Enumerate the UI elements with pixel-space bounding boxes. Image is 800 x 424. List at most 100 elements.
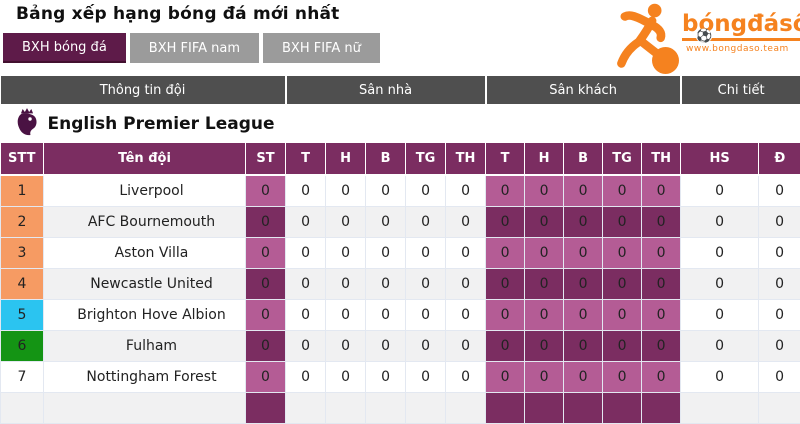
- column-header: Tên đội: [44, 143, 246, 175]
- away-stat-cell: 0: [603, 206, 642, 237]
- table-row: [1, 392, 800, 423]
- column-header: B: [564, 143, 603, 175]
- goal-diff-cell: 0: [681, 206, 759, 237]
- away-stat-cell: 0: [642, 268, 681, 299]
- home-stat-cell: 0: [406, 175, 446, 206]
- home-stat-cell: 0: [446, 175, 486, 206]
- matches-played-cell: 0: [246, 330, 286, 361]
- team-name-cell[interactable]: Nottingham Forest: [44, 361, 246, 392]
- away-stat-cell: 0: [486, 268, 525, 299]
- column-header: TH: [642, 143, 681, 175]
- away-stat-cell: 0: [603, 330, 642, 361]
- column-header: TG: [603, 143, 642, 175]
- away-stat-cell: 0: [525, 206, 564, 237]
- away-stat-cell: 0: [642, 237, 681, 268]
- away-stat-cell: [564, 392, 603, 423]
- home-stat-cell: 0: [446, 299, 486, 330]
- soccer-ball-shape: [652, 47, 679, 74]
- away-stat-cell: [486, 392, 525, 423]
- column-header: B: [366, 143, 406, 175]
- brand-website: www.bongdaso.team: [686, 44, 789, 54]
- home-stat-cell: 0: [286, 237, 326, 268]
- team-name-cell[interactable]: AFC Bournemouth: [44, 206, 246, 237]
- matches-played-cell: 0: [246, 268, 286, 299]
- team-name-cell[interactable]: Liverpool: [44, 175, 246, 206]
- home-stat-cell: [326, 392, 366, 423]
- home-stat-cell: 0: [406, 237, 446, 268]
- home-stat-cell: 0: [366, 206, 406, 237]
- away-stat-cell: 0: [564, 299, 603, 330]
- points-cell: 0: [759, 268, 800, 299]
- away-stat-cell: 0: [525, 330, 564, 361]
- column-header: TH: [446, 143, 486, 175]
- away-stat-cell: [642, 392, 681, 423]
- away-stat-cell: 0: [564, 175, 603, 206]
- points-cell: 0: [759, 361, 800, 392]
- home-stat-cell: 0: [366, 330, 406, 361]
- home-stat-cell: 0: [366, 299, 406, 330]
- away-stat-cell: 0: [642, 206, 681, 237]
- away-stat-cell: 0: [486, 299, 525, 330]
- home-stat-cell: 0: [326, 175, 366, 206]
- column-header: T: [286, 143, 326, 175]
- home-stat-cell: 0: [326, 237, 366, 268]
- home-stat-cell: 0: [286, 299, 326, 330]
- away-stat-cell: 0: [603, 175, 642, 206]
- position-cell: 3: [1, 237, 44, 268]
- tab-2[interactable]: BXH FIFA nữ: [263, 33, 380, 63]
- goal-diff-cell: 0: [681, 330, 759, 361]
- matches-played-cell: 0: [246, 206, 286, 237]
- away-stat-cell: 0: [564, 237, 603, 268]
- home-stat-cell: [286, 392, 326, 423]
- home-stat-cell: 0: [286, 175, 326, 206]
- away-stat-cell: 0: [486, 361, 525, 392]
- away-stat-cell: 0: [603, 268, 642, 299]
- goal-diff-cell: 0: [681, 299, 759, 330]
- home-stat-cell: 0: [286, 361, 326, 392]
- away-stat-cell: 0: [642, 299, 681, 330]
- team-name-cell[interactable]: Fulham: [44, 330, 246, 361]
- away-stat-cell: 0: [642, 361, 681, 392]
- matches-played-cell: 0: [246, 361, 286, 392]
- home-stat-cell: 0: [406, 361, 446, 392]
- team-name-cell[interactable]: Brighton Hove Albion: [44, 299, 246, 330]
- away-stat-cell: [525, 392, 564, 423]
- league-name: English Premier League: [48, 114, 275, 134]
- home-stat-cell: 0: [366, 237, 406, 268]
- away-stat-cell: 0: [564, 330, 603, 361]
- points-cell: 0: [759, 237, 800, 268]
- away-stat-cell: 0: [525, 237, 564, 268]
- points-cell: 0: [759, 299, 800, 330]
- home-stat-cell: 0: [446, 268, 486, 299]
- goal-diff-cell: 0: [681, 268, 759, 299]
- home-stat-cell: 0: [326, 206, 366, 237]
- home-stat-cell: 0: [406, 330, 446, 361]
- team-name-cell[interactable]: Aston Villa: [44, 237, 246, 268]
- brand-logo[interactable]: bóngđásố ⚽ www.bongdaso.team: [604, 0, 794, 74]
- points-cell: 0: [759, 175, 800, 206]
- points-cell: [759, 392, 800, 423]
- away-stat-cell: 0: [564, 206, 603, 237]
- away-stat-cell: 0: [525, 175, 564, 206]
- column-header: Đ: [759, 143, 800, 175]
- away-stat-cell: 0: [486, 330, 525, 361]
- tab-0[interactable]: BXH bóng đá: [3, 33, 126, 63]
- home-stat-cell: 0: [366, 268, 406, 299]
- home-stat-cell: 0: [366, 175, 406, 206]
- goal-diff-cell: 0: [681, 175, 759, 206]
- home-stat-cell: [406, 392, 446, 423]
- team-name-cell[interactable]: Newcastle United: [44, 268, 246, 299]
- position-cell: [1, 392, 44, 423]
- home-stat-cell: 0: [406, 268, 446, 299]
- goal-diff-cell: 0: [681, 237, 759, 268]
- team-name-cell[interactable]: [44, 392, 246, 423]
- league-row: English Premier League: [1, 104, 800, 143]
- tab-1[interactable]: BXH FIFA nam: [130, 33, 259, 63]
